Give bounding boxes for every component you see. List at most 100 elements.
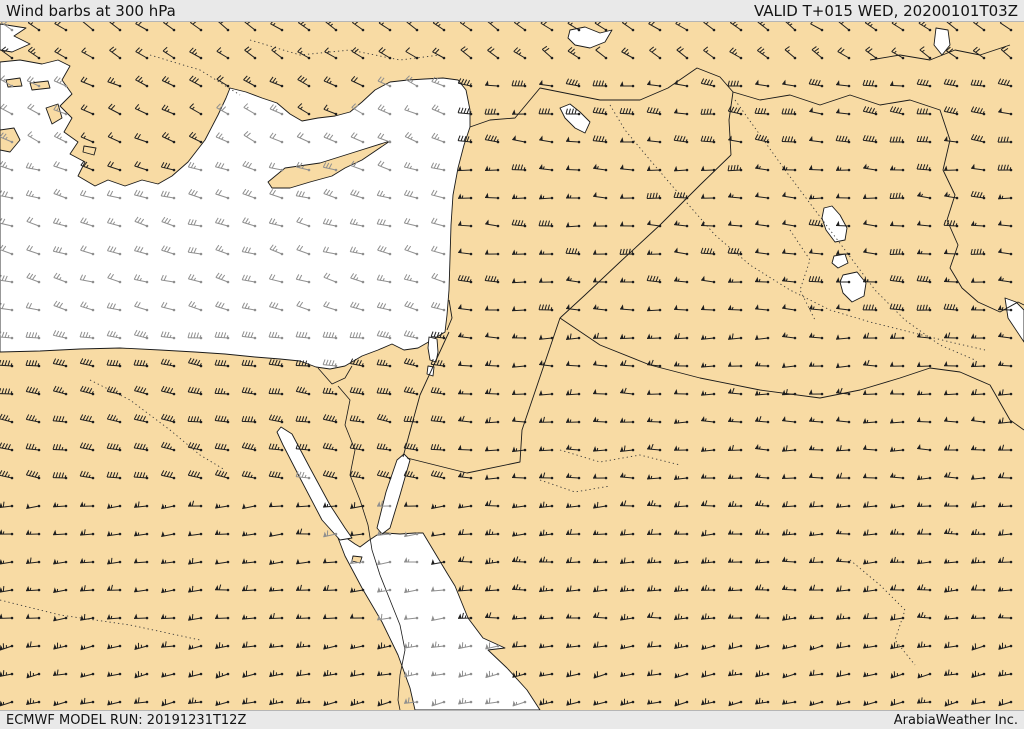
wind-barb xyxy=(403,557,419,564)
wind-barb xyxy=(25,469,41,480)
wind-barb xyxy=(188,557,203,565)
wind-barb xyxy=(700,247,716,256)
wind-barb xyxy=(188,644,203,650)
wind-barb xyxy=(52,501,68,508)
wind-barb xyxy=(242,558,257,564)
wind-barb xyxy=(458,415,473,424)
wind-barb xyxy=(376,470,392,480)
wind-barb xyxy=(674,613,689,621)
wind-barb xyxy=(673,388,689,396)
wind-barb xyxy=(971,643,986,651)
wind-barb xyxy=(918,22,932,32)
wind-barb xyxy=(106,245,122,256)
wind-barb xyxy=(161,531,176,538)
wind-barb xyxy=(133,613,149,620)
wind-barb xyxy=(592,277,608,284)
wind-barb xyxy=(107,272,122,284)
wind-barb xyxy=(161,587,176,594)
wind-barb xyxy=(998,247,1013,256)
wind-barb xyxy=(539,585,554,593)
wind-barb xyxy=(241,387,257,396)
wind-barb xyxy=(295,360,311,368)
wind-barb xyxy=(889,136,905,144)
wind-barb xyxy=(0,670,14,677)
wind-barb xyxy=(863,163,878,172)
wind-barb xyxy=(619,277,635,284)
wind-barb xyxy=(943,501,959,508)
wind-barb xyxy=(107,557,122,565)
wind-barb xyxy=(431,132,446,144)
wind-barb xyxy=(835,220,851,228)
wind-barb xyxy=(838,22,851,32)
wind-barb xyxy=(863,529,878,536)
wind-barb xyxy=(350,301,365,312)
wind-barb xyxy=(566,303,581,312)
wind-barb xyxy=(80,671,95,678)
wind-barb xyxy=(457,78,473,88)
wind-barb xyxy=(916,416,932,424)
wind-barb xyxy=(241,415,257,424)
wind-barb xyxy=(970,305,986,312)
wind-barb xyxy=(187,332,203,340)
wind-barb xyxy=(540,22,554,32)
wind-barb xyxy=(81,47,95,60)
brand-label: ArabiaWeather Inc. xyxy=(893,712,1018,728)
wind-barb xyxy=(916,304,932,312)
wind-barb xyxy=(647,641,662,648)
wind-barb xyxy=(106,442,122,452)
wind-barb xyxy=(350,698,365,707)
wind-barb xyxy=(943,361,959,368)
wind-barb xyxy=(621,47,635,60)
weather-map xyxy=(0,22,1024,710)
wind-barb xyxy=(565,108,581,116)
wind-barb xyxy=(79,331,95,340)
wind-barb xyxy=(214,359,230,368)
wind-barb xyxy=(836,387,851,396)
wind-barb xyxy=(809,248,824,256)
wind-barb xyxy=(161,245,176,256)
wind-barb xyxy=(836,502,851,508)
wind-barb xyxy=(755,670,770,678)
wind-barb xyxy=(430,444,446,452)
wind-barb xyxy=(620,445,635,453)
wind-barb xyxy=(460,46,473,60)
wind-barb xyxy=(241,442,257,452)
wind-barb xyxy=(188,131,203,144)
wind-barb xyxy=(0,700,14,707)
wind-barb xyxy=(268,501,284,508)
wind-barb xyxy=(997,556,1013,564)
wind-barb xyxy=(485,474,500,480)
wind-barb xyxy=(133,557,149,564)
wind-barb xyxy=(241,331,257,340)
wind-barb xyxy=(377,559,392,566)
wind-barb xyxy=(0,529,14,536)
wind-barb xyxy=(512,362,527,368)
wind-barb xyxy=(107,76,122,88)
wind-barb xyxy=(944,416,959,424)
wind-barb xyxy=(997,193,1013,200)
wind-barb xyxy=(728,669,743,677)
wind-barb xyxy=(404,300,419,312)
wind-barb xyxy=(268,331,284,340)
wind-barb xyxy=(916,389,932,396)
wind-barb xyxy=(215,189,230,200)
wind-barb xyxy=(835,445,851,452)
wind-barb xyxy=(322,359,338,368)
wind-barb xyxy=(187,442,203,452)
wind-barb xyxy=(350,530,365,537)
wind-barb xyxy=(676,46,689,60)
wind-barb xyxy=(511,277,527,284)
wind-barb xyxy=(25,529,41,536)
wind-barb xyxy=(727,613,743,620)
wind-barb xyxy=(53,700,68,707)
wind-barb xyxy=(295,443,311,452)
wind-barb xyxy=(403,501,419,508)
wind-barb xyxy=(727,444,743,452)
wind-barb xyxy=(376,359,392,368)
wind-barb xyxy=(593,699,608,706)
wind-barb xyxy=(160,613,176,620)
wind-barb xyxy=(322,218,338,228)
wind-barb xyxy=(54,47,68,60)
wind-barb xyxy=(809,530,824,537)
wind-barb xyxy=(432,47,446,60)
